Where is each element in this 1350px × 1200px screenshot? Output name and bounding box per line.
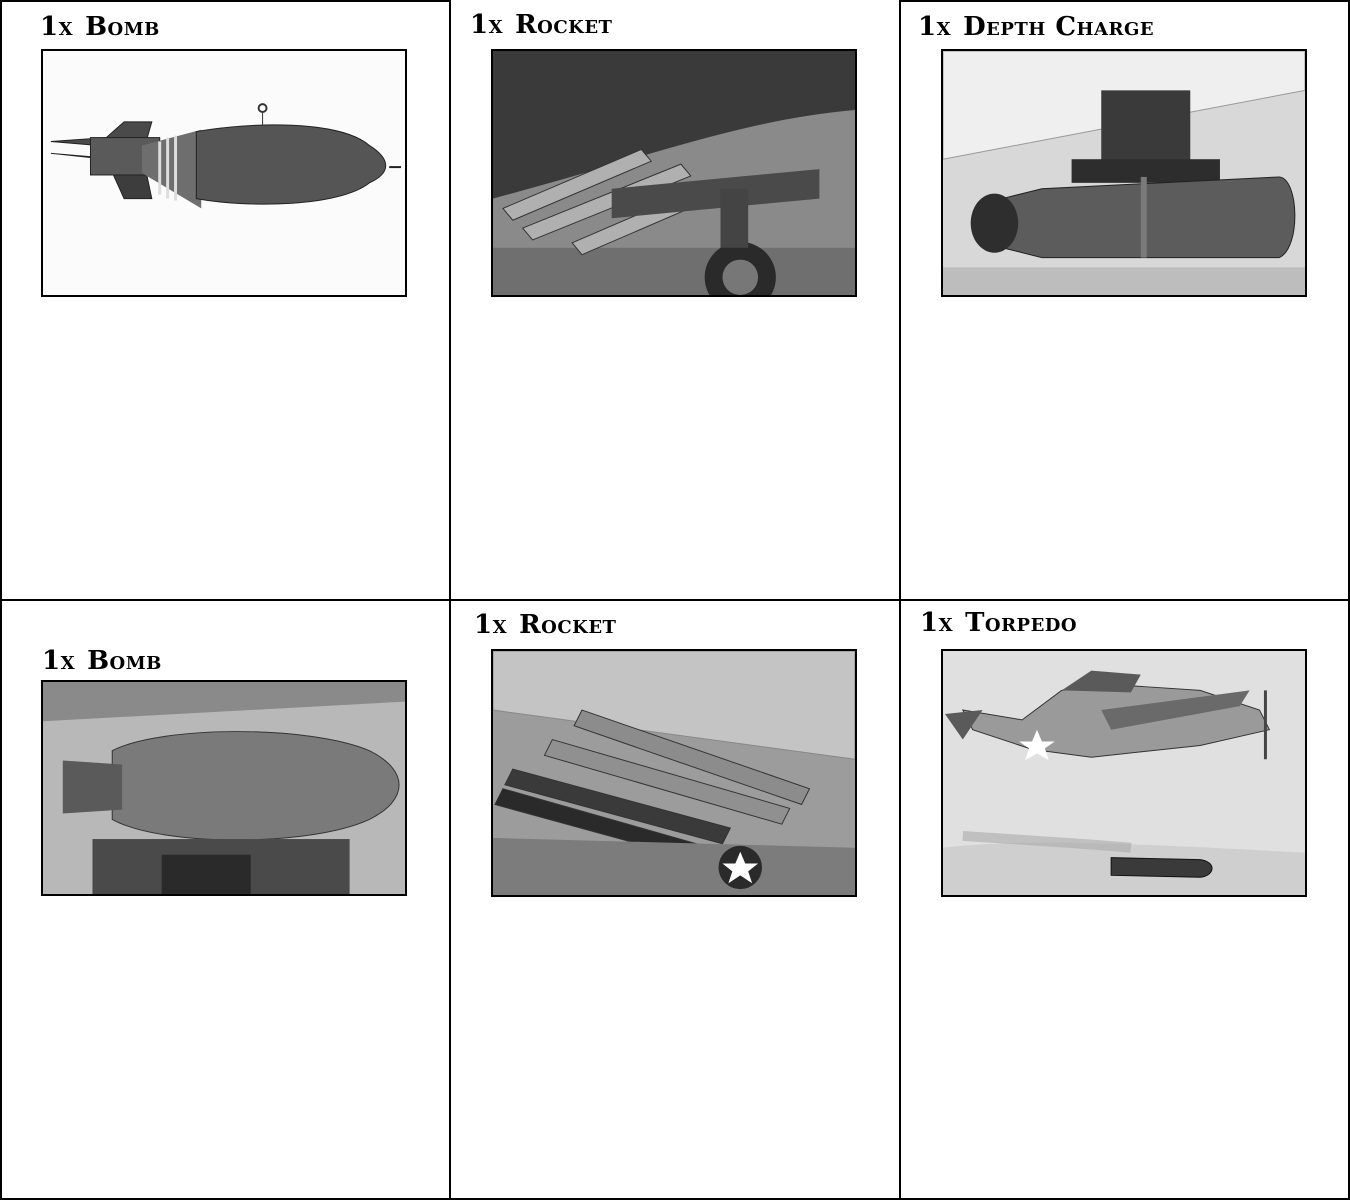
torpedo-icon [941, 649, 1307, 897]
weapon-card-rocket: 1x Rocket [450, 600, 900, 1200]
card-label: Torpedo [965, 608, 1078, 638]
card-title: 1x Bomb [42, 646, 162, 676]
weapon-card-bomb: 1x Bomb [0, 600, 450, 1200]
depth-charge-icon [941, 49, 1307, 297]
card-title: 1x Torpedo [920, 608, 1077, 638]
card-title: 1x Bomb [40, 12, 160, 42]
card-title: 1x Rocket [474, 610, 616, 640]
card-quantity: 1x [474, 610, 508, 640]
weapon-card-torpedo: 1x Torpedo [900, 600, 1350, 1200]
grid-divider-horizontal [0, 599, 1350, 601]
weapon-card-rocket: 1x Rocket [450, 0, 900, 600]
card-quantity: 1x [42, 646, 76, 676]
card-quantity: 1x [920, 608, 954, 638]
weapon-card-depth-charge: 1x Depth Charge [900, 0, 1350, 600]
rocket-icon [491, 649, 857, 897]
bomb-icon [41, 680, 407, 896]
grid-border-top-right [900, 0, 1350, 2]
card-label: Rocket [515, 10, 613, 40]
card-quantity: 1x [918, 12, 952, 42]
card-label: Depth Charge [963, 12, 1155, 42]
card-quantity: 1x [40, 12, 74, 42]
card-title: 1x Depth Charge [918, 12, 1154, 42]
card-label: Bomb [87, 646, 162, 676]
rocket-icon [491, 49, 857, 297]
card-quantity: 1x [470, 10, 504, 40]
grid-border-top-left [0, 0, 450, 2]
card-label: Bomb [85, 12, 160, 42]
card-title: 1x Rocket [470, 10, 612, 40]
bomb-icon [41, 49, 407, 297]
card-label: Rocket [519, 610, 617, 640]
grid-border-bottom [0, 1198, 1350, 1200]
weapon-card-bomb: 1x Bomb [0, 0, 450, 600]
